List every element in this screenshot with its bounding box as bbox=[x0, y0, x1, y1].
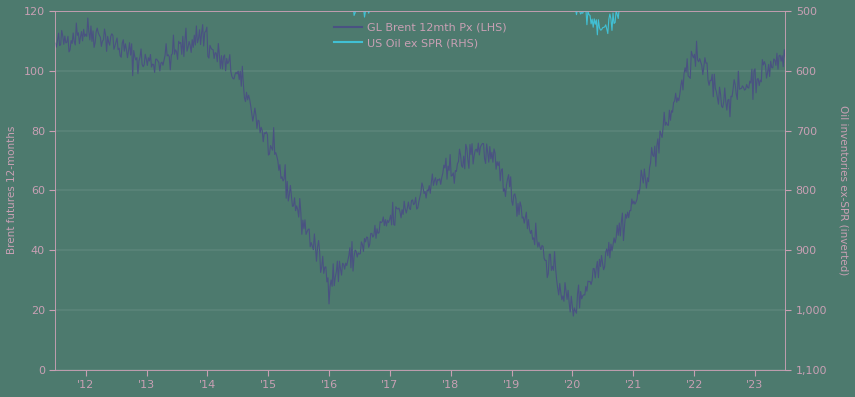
Y-axis label: Brent futures 12-months: Brent futures 12-months bbox=[7, 126, 17, 254]
Legend: GL Brent 12mth Px (LHS), US Oil ex SPR (RHS): GL Brent 12mth Px (LHS), US Oil ex SPR (… bbox=[329, 18, 511, 52]
Y-axis label: Oil inventories ex-SPR (inverted): Oil inventories ex-SPR (inverted) bbox=[838, 105, 848, 276]
